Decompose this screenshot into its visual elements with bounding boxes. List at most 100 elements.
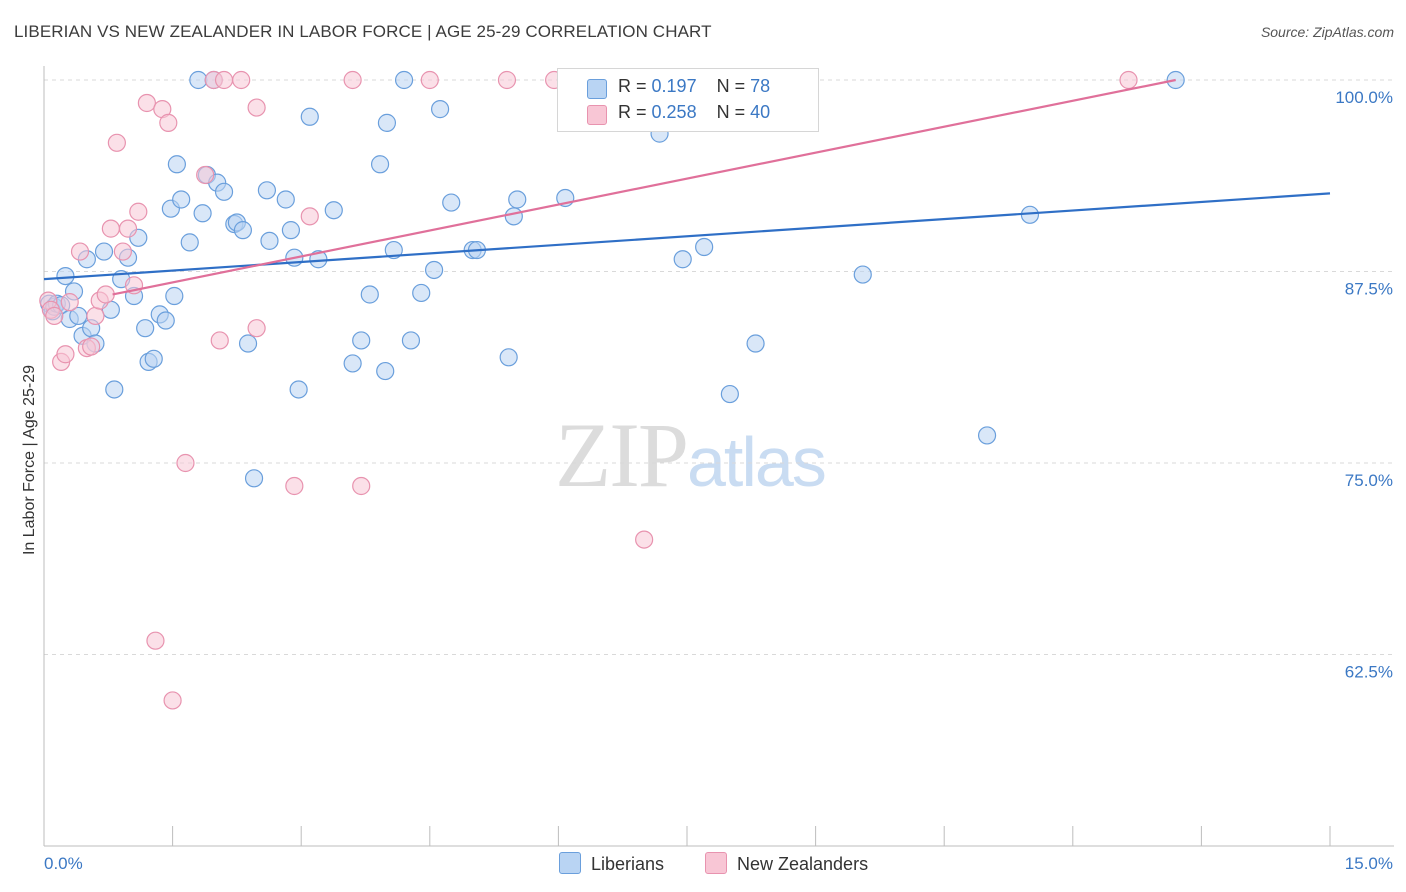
legend-r-value: 0.258 <box>651 102 697 122</box>
data-point-new-zealander <box>45 306 64 326</box>
data-point-new-zealander <box>96 285 115 304</box>
data-point-new-zealander <box>1119 70 1138 90</box>
chart-title: LIBERIAN VS NEW ZEALANDER IN LABOR FORCE… <box>14 22 712 41</box>
data-point-new-zealander <box>113 242 132 261</box>
data-point-new-zealander <box>214 70 234 90</box>
data-point-new-zealander <box>137 93 156 113</box>
data-point-liberian <box>343 354 362 373</box>
y-tick-label: 100.0% <box>1335 88 1393 107</box>
data-point-liberian <box>289 380 308 399</box>
data-point-liberian <box>214 182 234 201</box>
data-point-new-zealander <box>159 113 178 132</box>
data-point-new-zealander <box>210 331 229 350</box>
data-point-liberian <box>370 155 390 174</box>
data-point-new-zealander <box>635 530 654 549</box>
data-point-liberian <box>189 70 208 90</box>
data-point-liberian <box>165 286 184 306</box>
legend-r-label: R = <box>618 76 647 96</box>
watermark: ZIPatlas <box>555 402 827 508</box>
data-point-liberian <box>260 231 279 250</box>
stats-legend: R = 0.197 N = 78 R = 0.258 N = 40 <box>557 68 819 132</box>
data-point-liberian <box>430 100 450 119</box>
data-point-new-zealander <box>176 453 195 473</box>
data-point-liberian <box>352 331 371 350</box>
legend-n-label: N = <box>716 76 746 96</box>
data-point-liberian <box>746 334 765 353</box>
legend-swatch-blue <box>559 852 581 874</box>
legend-row-liberians: R = 0.197 N = 78 <box>618 76 770 97</box>
data-point-new-zealander <box>300 207 319 226</box>
data-point-new-zealander <box>343 70 362 90</box>
x-tick-label: 0.0% <box>44 854 83 873</box>
legend-label-new-zealanders: New Zealanders <box>737 854 869 874</box>
data-point-liberian <box>401 331 421 350</box>
legend-n-value: 40 <box>750 102 771 122</box>
data-point-new-zealander <box>118 219 138 238</box>
data-point-liberian <box>244 469 264 488</box>
data-point-new-zealander <box>101 219 120 238</box>
watermark-atlas: atlas <box>687 423 827 501</box>
data-point-liberian <box>384 240 403 260</box>
data-point-new-zealander <box>60 293 79 312</box>
data-point-new-zealander <box>196 165 215 185</box>
data-point-liberian <box>324 201 343 220</box>
data-point-liberian <box>156 311 175 330</box>
data-point-liberian <box>412 283 431 303</box>
data-point-new-zealander <box>352 476 371 496</box>
data-point-liberian <box>673 250 692 269</box>
data-point-liberian <box>136 319 155 338</box>
legend-n-value: 78 <box>750 76 771 96</box>
x-tick-label: 15.0% <box>1345 854 1393 873</box>
data-point-liberian <box>238 334 258 353</box>
data-point-new-zealander <box>163 691 182 710</box>
data-point-new-zealander <box>247 319 266 338</box>
data-point-new-zealander <box>56 345 75 364</box>
data-point-liberian <box>377 113 397 132</box>
data-point-new-zealander <box>129 202 148 221</box>
data-point-liberian <box>720 384 739 404</box>
legend-swatch-new-zealanders <box>587 105 607 125</box>
data-point-new-zealander <box>247 98 266 117</box>
data-point-new-zealander <box>107 133 126 152</box>
data-point-liberian <box>394 70 414 90</box>
data-point-liberian <box>424 260 444 280</box>
data-point-liberian <box>504 207 523 226</box>
data-point-new-zealander <box>70 242 90 261</box>
data-point-liberian <box>94 242 114 261</box>
data-point-liberian <box>360 285 379 304</box>
data-point-liberian <box>167 155 186 174</box>
data-point-liberian <box>257 181 277 200</box>
data-point-liberian <box>300 107 319 126</box>
data-point-liberian <box>508 190 527 209</box>
data-point-liberian <box>977 426 997 445</box>
data-point-liberian <box>56 266 75 286</box>
watermark-zip: ZIP <box>555 404 689 506</box>
data-point-new-zealander <box>232 70 251 90</box>
data-point-liberian <box>281 221 301 240</box>
data-point-new-zealander <box>146 631 165 650</box>
data-point-liberian <box>376 361 395 381</box>
data-point-liberian <box>233 221 253 240</box>
legend-swatch-pink <box>705 852 727 874</box>
y-tick-label: 62.5% <box>1345 663 1393 682</box>
data-point-liberian <box>276 190 295 209</box>
legend-item-new-zealanders: New Zealanders <box>705 852 868 875</box>
data-point-new-zealander <box>86 306 105 326</box>
data-point-liberian <box>695 237 714 257</box>
data-point-liberian <box>172 190 191 209</box>
data-point-new-zealander <box>82 337 101 356</box>
data-point-new-zealander <box>497 70 517 90</box>
data-point-liberian <box>499 348 518 367</box>
data-point-liberian <box>442 193 461 212</box>
legend-r-label: R = <box>618 102 647 122</box>
legend-n-label: N = <box>716 102 746 122</box>
legend-row-new-zealanders: R = 0.258 N = 40 <box>618 102 770 123</box>
data-point-liberian <box>180 233 199 252</box>
data-point-liberian <box>853 265 872 284</box>
data-point-liberian <box>105 380 124 399</box>
legend-item-liberians: Liberians <box>559 852 664 875</box>
data-point-new-zealander <box>420 70 439 90</box>
y-tick-label: 87.5% <box>1345 280 1393 299</box>
trend-line-new-zealander <box>112 78 1176 296</box>
